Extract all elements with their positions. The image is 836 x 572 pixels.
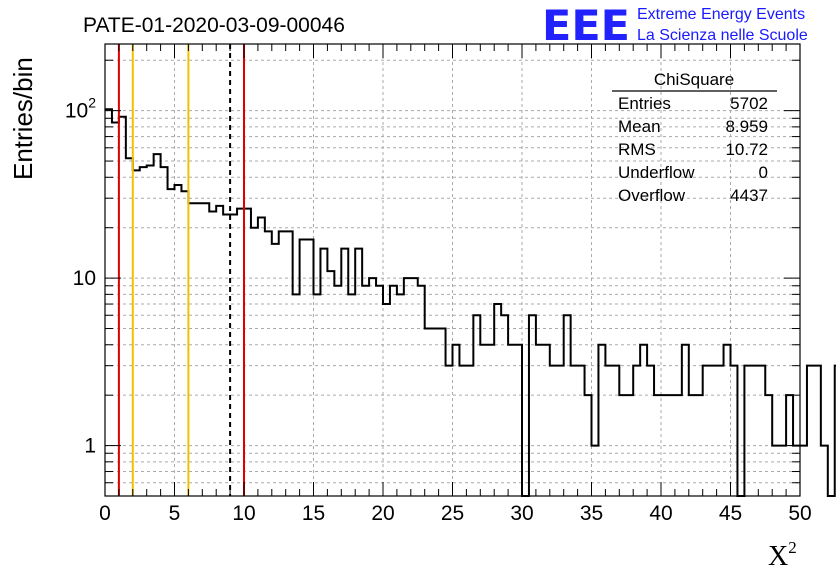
axis-ticks <box>104 44 801 496</box>
grid-lines <box>105 44 800 496</box>
y-tick-label: 102 <box>65 95 96 123</box>
histogram-bars <box>105 108 836 497</box>
eee-logo: EEE Extreme Energy Events La Scienza nel… <box>542 1 808 50</box>
x-tick-label: 25 <box>441 502 464 525</box>
stat-label-overflow: Overflow <box>618 186 686 205</box>
x-tick-label: 10 <box>232 502 255 525</box>
eee-logo-mark: EEE <box>542 1 630 50</box>
x-tick-label: 5 <box>169 502 181 525</box>
y-tick-label: 1 <box>84 435 96 458</box>
stat-value-entries: 5702 <box>730 94 768 113</box>
stat-value-underflow: 0 <box>759 163 768 182</box>
stat-value-overflow: 4437 <box>730 186 768 205</box>
x-tick-label: 20 <box>371 502 394 525</box>
logo-line-1: Extreme Energy Events <box>637 6 805 23</box>
x-tick-label: 35 <box>580 502 603 525</box>
stat-label-rms: RMS <box>618 140 656 159</box>
stat-label-entries: Entries <box>618 94 671 113</box>
x-tick-labels: 0 5 10 15 20 25 30 35 40 45 50 <box>99 502 812 525</box>
stats-rows: Entries 5702 Mean 8.959 RMS 10.72 Underflow 0 Ov… <box>618 94 768 205</box>
stat-label-mean: Mean <box>618 117 661 136</box>
stats-box-name: ChiSquare <box>654 70 734 89</box>
reference-lines <box>117 44 245 496</box>
x-axis-label-superscript: 2 <box>788 538 797 557</box>
stats-box: ChiSquare Entries 5702 Mean 8.959 RMS 10.72 Un… <box>612 70 777 205</box>
stat-label-underflow: Underflow <box>618 163 695 182</box>
chart-title: PATE-01-2020-03-09-00046 <box>83 14 345 37</box>
stat-value-rms: 10.72 <box>725 140 768 159</box>
stat-value-mean: 8.959 <box>725 117 768 136</box>
x-axis-label-base: X <box>768 541 788 572</box>
y-axis-label: Entries/bin <box>8 57 38 180</box>
y-tick-label-superscript: 2 <box>88 95 96 111</box>
x-tick-label: 15 <box>302 502 325 525</box>
x-tick-label: 30 <box>510 502 533 525</box>
x-tick-label: 0 <box>99 502 111 525</box>
x-tick-label: 45 <box>719 502 742 525</box>
y-tick-label: 10 <box>73 267 96 290</box>
y-tick-label-base: 10 <box>65 100 88 123</box>
logo-line-2: La Scienza nelle Scuole <box>637 27 808 44</box>
x-tick-label: 50 <box>788 502 811 525</box>
x-axis-label: X2 <box>768 538 797 572</box>
histogram-outline <box>105 108 836 497</box>
x-tick-label: 40 <box>649 502 672 525</box>
